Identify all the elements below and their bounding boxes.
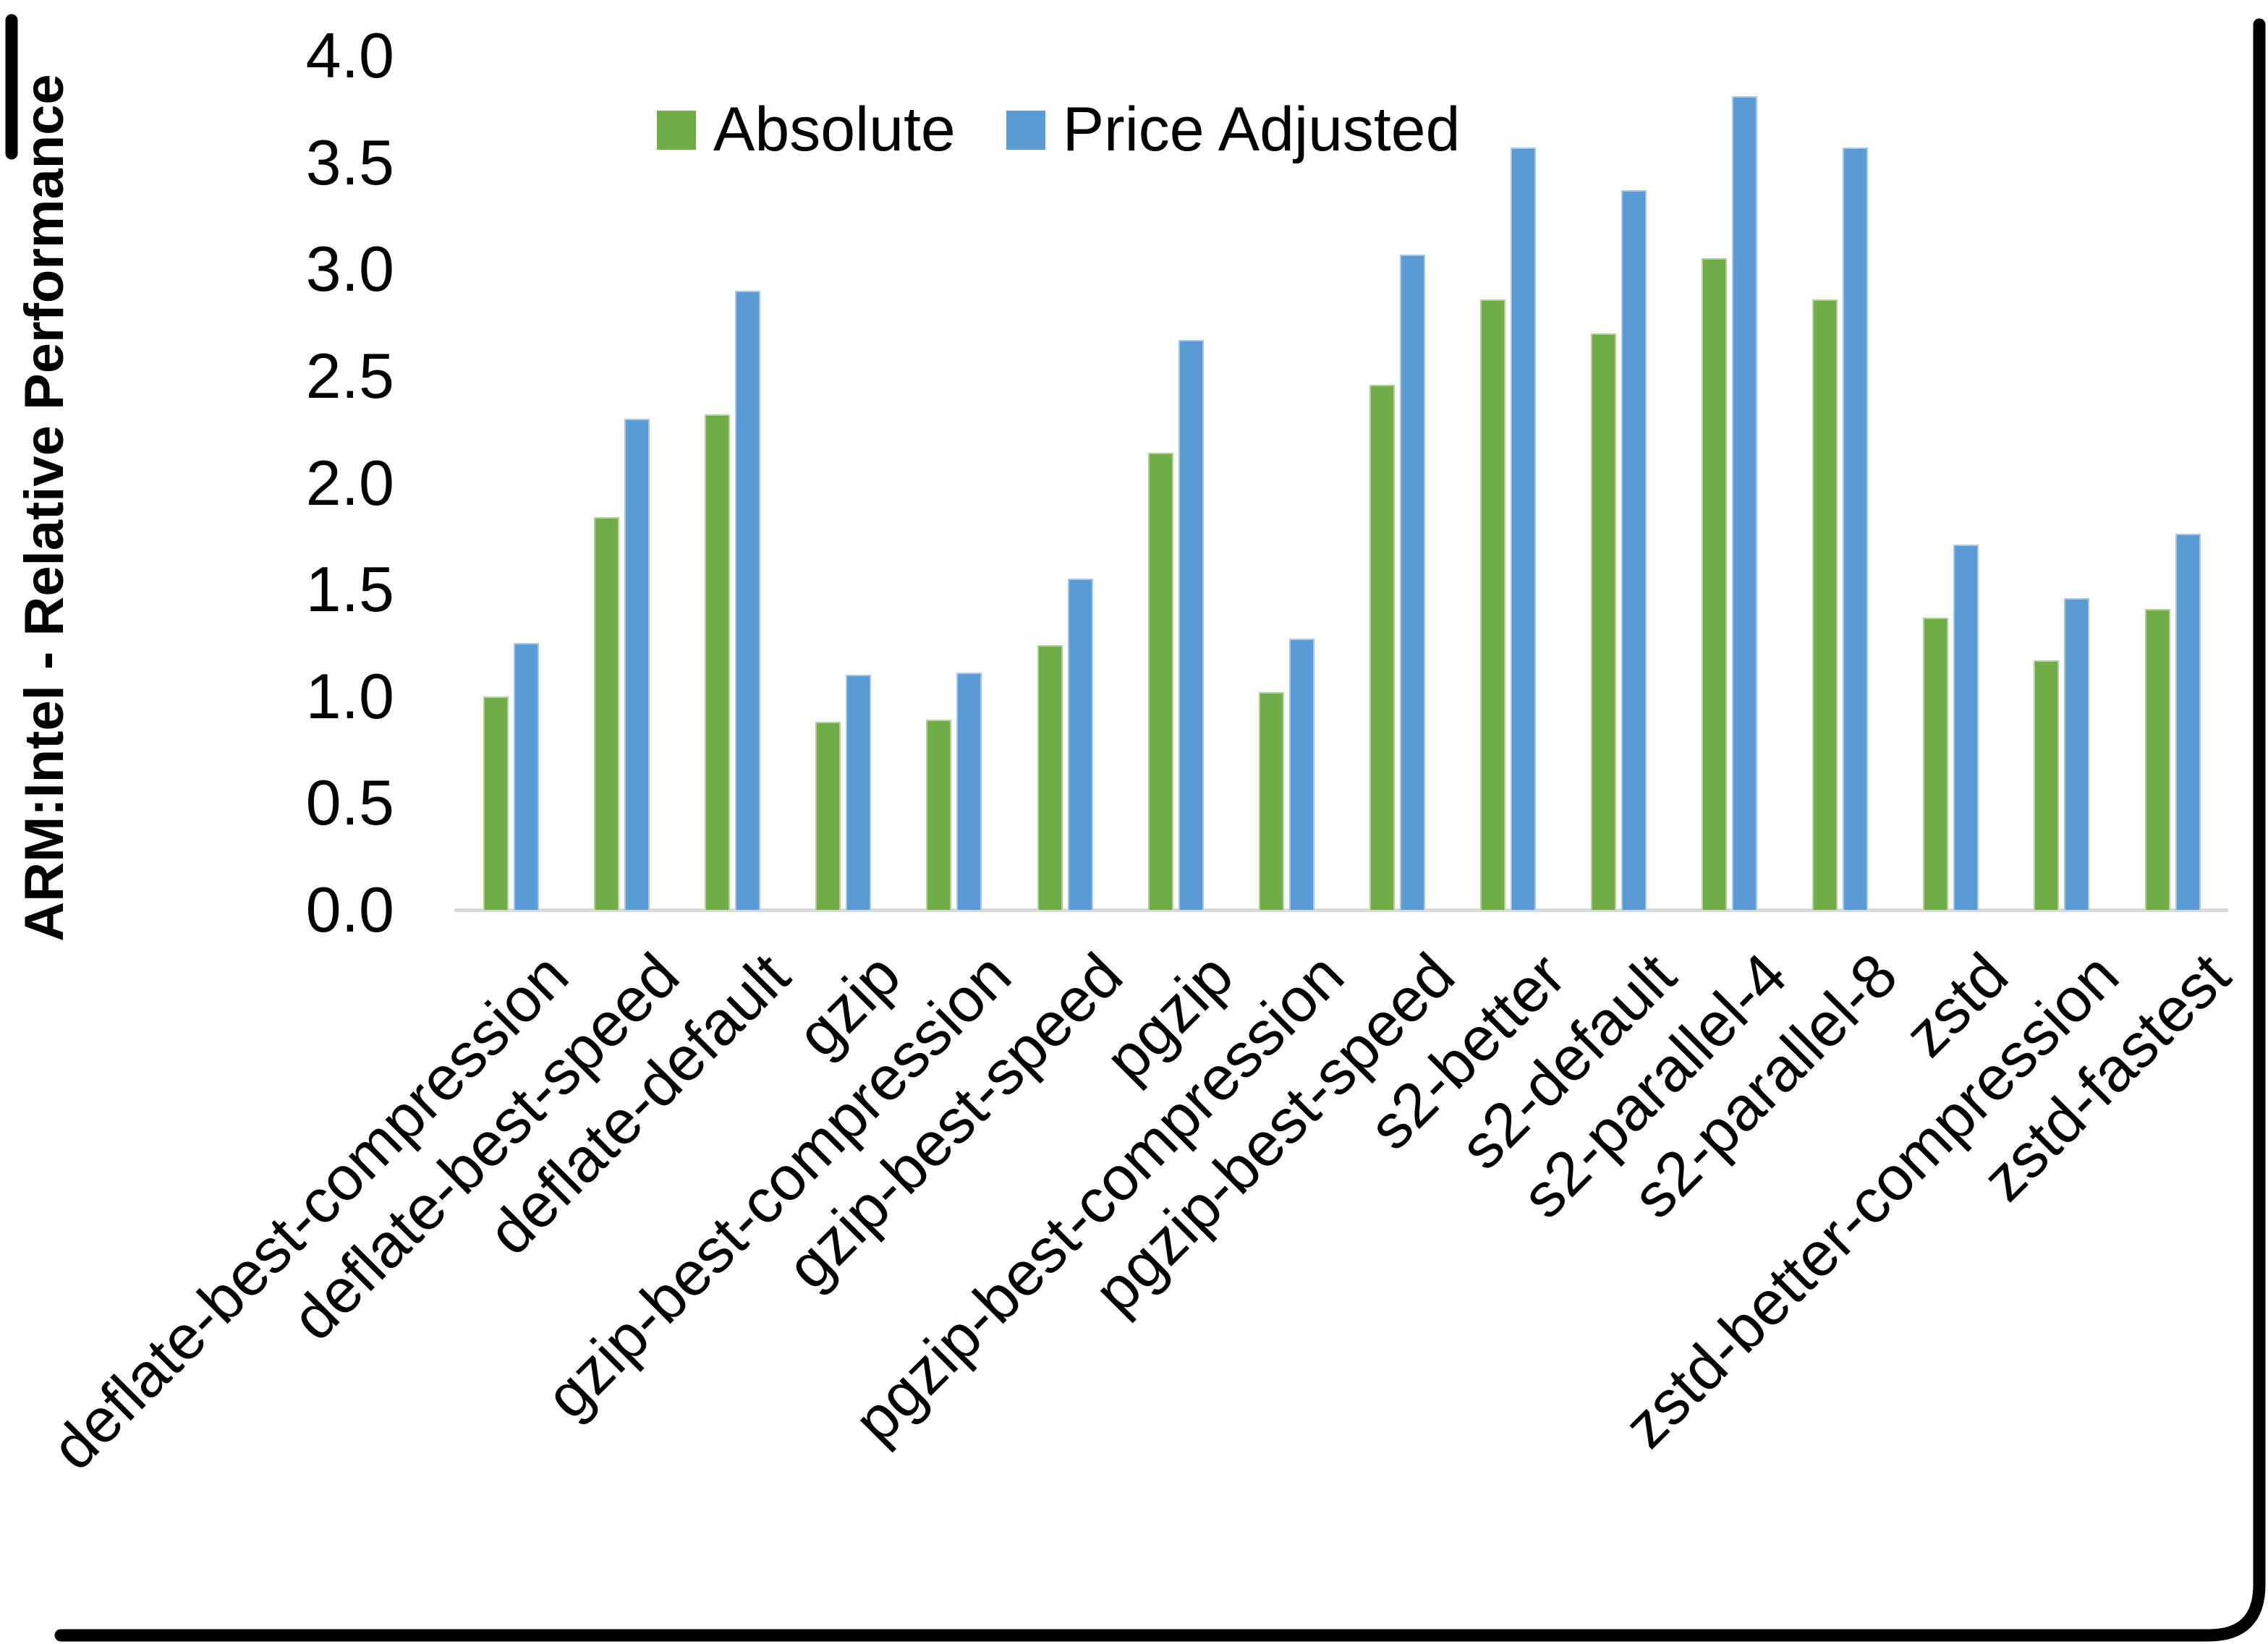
bar-absolute [705,414,730,910]
legend-item: Price Adjusted [1006,94,1461,166]
bar-price-adjusted [1621,190,1647,910]
bar-price-adjusted [624,419,650,910]
y-tick-label: 1.0 [305,660,394,732]
bar-price-adjusted [846,675,871,910]
bar-absolute [483,697,509,910]
legend-label: Absolute [713,95,956,164]
bar-absolute [1369,385,1395,910]
bar-absolute [1702,258,1727,910]
bar-absolute [1480,299,1505,910]
y-tick-label: 3.5 [305,126,394,198]
bar-price-adjusted [1178,340,1204,910]
bar-price-adjusted [1732,96,1757,910]
legend-swatch-icon [657,110,696,150]
bar-price-adjusted [2064,598,2089,910]
bar-absolute [1591,333,1616,910]
y-tick-label: 2.0 [305,446,394,519]
bar-absolute [1259,692,1284,910]
legend-item: Absolute [657,94,956,166]
bar-absolute [2034,660,2059,910]
bar-price-adjusted [514,643,539,910]
legend-swatch-icon [1006,110,1045,150]
bar-absolute [1923,618,1948,910]
bar-absolute [1037,645,1063,910]
bar-absolute [2145,609,2170,910]
legend-label: Price Adjusted [1062,95,1461,164]
bar-price-adjusted [735,291,760,910]
y-tick-label: 3.0 [305,233,394,305]
bar-absolute [1812,299,1838,910]
bar-absolute [594,517,619,910]
bar-price-adjusted [1953,545,1979,910]
y-tick-label: 4.0 [305,20,394,91]
y-tick-label: 2.5 [305,339,394,412]
bar-price-adjusted [2175,534,2201,910]
bar-absolute [1148,453,1173,910]
bar-absolute [926,720,951,910]
y-tick-label: 0.5 [305,767,394,839]
bar-price-adjusted [1068,579,1093,910]
bar-price-adjusted [1289,639,1314,910]
bar-price-adjusted [1400,255,1425,910]
bar-price-adjusted [1511,148,1536,910]
y-tick-label: 1.5 [305,553,394,626]
bar-price-adjusted [1843,148,1868,910]
bar-absolute [815,722,841,910]
y-tick-label: 0.0 [305,874,394,945]
legend: Absolute Price Adjusted [657,94,1460,166]
bar-price-adjusted [956,673,982,910]
